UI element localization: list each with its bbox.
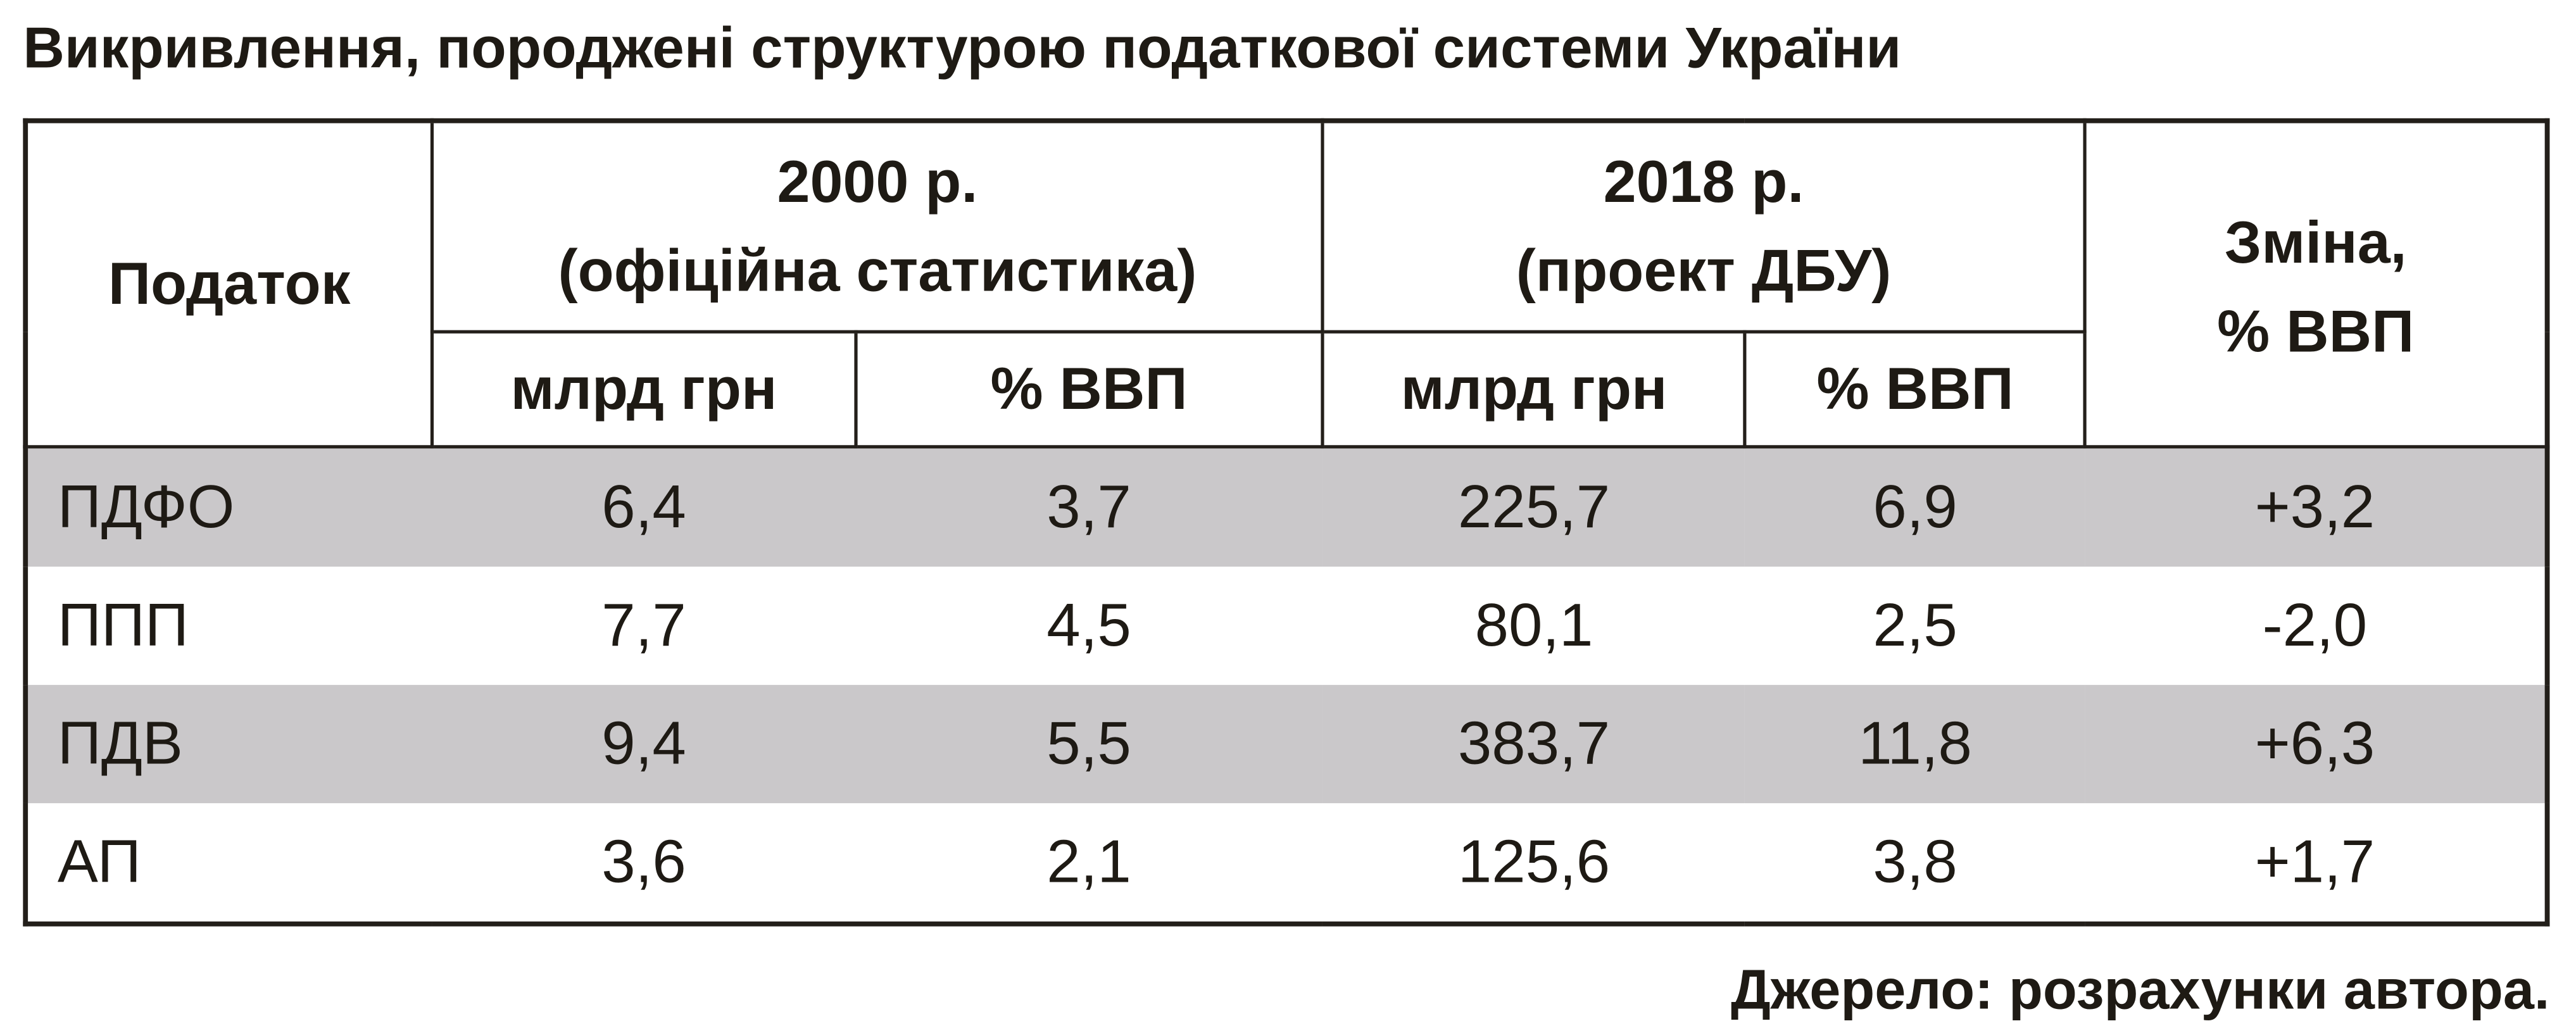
cell-value: +6,3 [2085, 685, 2548, 803]
column-header: млрд грн [430, 330, 857, 449]
cell-value: +1,7 [2254, 827, 2375, 896]
group-line: 2000 р. [777, 147, 978, 215]
column-header: % ВВП [1744, 330, 2087, 449]
table-row: ПДВ 9,4 5,5 383,7 11,8 +6,3 [25, 685, 2548, 803]
group-header: 2000 р. (офіційна статистика) [430, 119, 1324, 334]
group-header: 2018 р. (проект ДБУ) [1321, 119, 2087, 334]
cell-value: 2,5 [1873, 591, 1957, 659]
cell-value: 9,4 [432, 685, 856, 803]
cell-value: 3,6 [601, 827, 686, 896]
tax-name: ППП [57, 591, 189, 659]
cell-value: 6,4 [432, 446, 856, 567]
cell-value: 5,5 [855, 685, 1323, 803]
source: Джерело: розрахунки автора. [1731, 959, 2550, 1022]
tax-header: Податок [23, 119, 434, 449]
table-row: ПДФО 6,4 3,7 225,7 6,9 +3,2 [25, 446, 2548, 567]
cell-value: 11,8 [1745, 685, 2085, 803]
title: Викривлення, породжені структурою податк… [23, 16, 1902, 81]
table-body: ПДФО 6,4 3,7 225,7 6,9 +3,2 ППП 7,7 4,5 80,1 2,5 -2… [25, 446, 2548, 924]
cell-value: +3,2 [2085, 446, 2548, 567]
cell-value: 2,1 [1046, 827, 1131, 896]
tax-name: ПДВ [25, 685, 432, 803]
column-header: % ВВП [853, 330, 1324, 449]
cell-value: 80,1 [1474, 591, 1593, 659]
cell-value: -2,0 [2262, 591, 2368, 659]
cell-value: 3,8 [1873, 827, 1957, 896]
table: Податок 2000 р. (офіційна статистика) 201… [23, 118, 2550, 927]
group-line: (офіційна статистика) [558, 236, 1197, 304]
change-line: Зміна, [2224, 208, 2407, 276]
cell-value: 4,5 [1046, 591, 1131, 659]
cell-value: 6,9 [1745, 446, 2085, 567]
table-row: ППП 7,7 4,5 80,1 2,5 -2,0 [25, 567, 2547, 685]
cell-value: 7,7 [601, 591, 686, 659]
cell-value: 125,6 [1457, 827, 1611, 896]
group-line: 2018 р. [1603, 147, 1804, 215]
change-header: Зміна, % ВВП [2083, 119, 2549, 449]
column-header: млрд грн [1321, 330, 1747, 449]
group-line: (проект ДБУ) [1516, 236, 1892, 304]
change-line: % ВВП [2217, 297, 2415, 365]
cell-value: 3,7 [855, 446, 1323, 567]
table-row: АП 3,6 2,1 125,6 3,8 +1,7 [25, 803, 2547, 924]
cell-value: 383,7 [1323, 685, 1746, 803]
tax-name: АП [57, 827, 141, 896]
tax-name: ПДФО [25, 446, 432, 567]
cell-value: 225,7 [1323, 446, 1746, 567]
